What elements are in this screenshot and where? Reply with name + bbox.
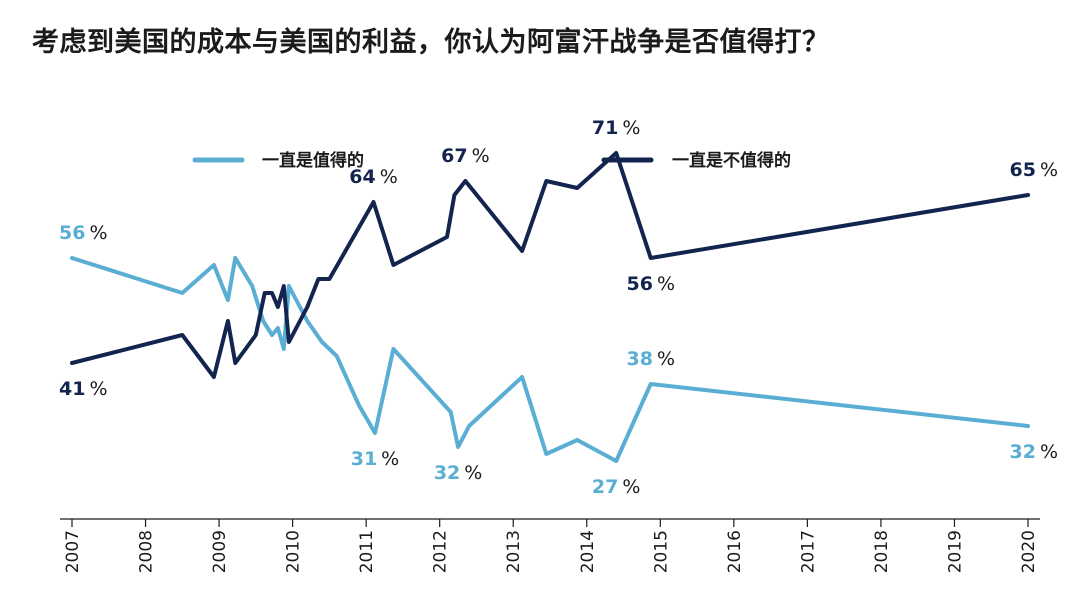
data-label-worth: 32% [434, 462, 483, 484]
series-line-worth [70, 256, 1030, 463]
x-tick-label: 2009 [210, 530, 230, 573]
x-tick-label: 2020 [1019, 530, 1039, 573]
data-label-percent: % [381, 448, 399, 470]
legend: 一直是值得的 一直是不值得的 [192, 150, 791, 171]
x-tick-label: 2016 [725, 530, 745, 573]
data-label-not_worth: 56% [626, 273, 675, 295]
data-label-percent: % [1040, 159, 1058, 181]
x-tick-label: 2014 [578, 530, 598, 573]
x-tick-label: 2010 [284, 530, 304, 573]
data-label-value: 71 [592, 117, 618, 139]
x-tick-label: 2017 [798, 530, 818, 573]
data-label-value: 38 [626, 348, 652, 370]
data-label-not_worth: 65% [1009, 159, 1058, 181]
data-label-worth: 27% [592, 476, 641, 498]
x-tick-label: 2018 [872, 530, 892, 573]
data-labels: 56 %31 %32 %27 %38 %32 %41 %64 %67 %71 %56 %65% [59, 117, 1058, 498]
x-axis: 2007 2008 2009 2010 2011 2012 2013 2014 2015 2016… [60, 518, 1040, 573]
data-label-percent: % [657, 273, 675, 295]
data-label-percent: % [622, 476, 640, 498]
data-label-percent: % [89, 222, 107, 244]
x-tick-label: 2007 [63, 530, 83, 573]
data-label-value: 65 [1009, 159, 1035, 181]
data-label-value: 64 [349, 166, 375, 188]
legend-label-worth: 一直是值得的 [262, 150, 364, 171]
x-tick-label: 2015 [651, 530, 671, 573]
x-tick-label: 2011 [357, 530, 377, 573]
data-label-percent: % [622, 117, 640, 139]
data-label-worth: 31% [351, 448, 400, 470]
x-tick-label: 2008 [137, 530, 157, 573]
data-label-value: 31 [351, 448, 377, 470]
data-label-percent: % [1040, 441, 1058, 463]
data-label-value: 32 [434, 462, 460, 484]
data-label-not_worth: 41% [59, 378, 108, 400]
data-label-value: 32 [1009, 441, 1035, 463]
x-tick-label: 2013 [504, 530, 524, 573]
chart-title: 考虑到美国的成本与美国的利益，你认为阿富汗战争是否值得打？ [32, 27, 830, 58]
data-label-not_worth: 64% [349, 166, 398, 188]
data-label-value: 67 [441, 145, 467, 167]
x-tick-label: 2019 [945, 530, 965, 573]
x-tick-label: 2012 [431, 530, 451, 573]
data-label-percent: % [380, 166, 398, 188]
data-label-percent: % [472, 145, 490, 167]
series-lines [70, 151, 1030, 463]
data-label-value: 56 [626, 273, 652, 295]
data-label-percent: % [464, 462, 482, 484]
data-label-percent: % [657, 348, 675, 370]
data-label-value: 27 [592, 476, 618, 498]
data-label-not_worth: 71% [592, 117, 641, 139]
data-label-percent: % [89, 378, 107, 400]
data-label-worth: 38% [626, 348, 675, 370]
legend-label-not_worth: 一直是不值得的 [672, 150, 791, 171]
data-label-value: 56 [59, 222, 85, 244]
data-label-worth: 56% [59, 222, 108, 244]
data-label-worth: 32% [1009, 441, 1058, 463]
data-label-value: 41 [59, 378, 85, 400]
series-line-not_worth [70, 151, 1030, 379]
data-label-not_worth: 67% [441, 145, 490, 167]
